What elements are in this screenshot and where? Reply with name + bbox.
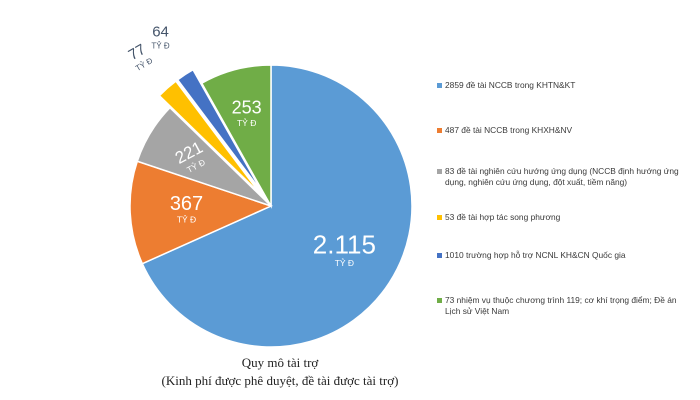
data-label-unit-5: TỶ Đ [237, 117, 256, 128]
pie-slice-5 [200, 64, 272, 209]
data-label-value-3: 77 [126, 41, 149, 64]
data-label-value-1: 367 [170, 193, 203, 215]
pie-slice-4 [176, 68, 263, 194]
legend-label: 1010 trường hợp hỗ trợ NCNL KH&CN Quốc g… [445, 250, 626, 260]
legend-swatch [437, 253, 442, 258]
legend-label: 73 nhiệm vụ thuộc chương trình 119; cơ k… [445, 295, 677, 316]
legend-label: 487 đề tài NCCB trong KHXH&NV [445, 125, 573, 135]
chart-legend: 2859 đề tài NCCB trong KHTN&KT 487 đề tài… [437, 0, 687, 400]
pie-slice-1 [129, 160, 274, 265]
data-label-unit-4: TỶ Đ [151, 42, 169, 51]
legend-item: 73 nhiệm vụ thuộc chương trình 119; cơ k… [437, 295, 687, 317]
data-label-value-0: 2.115 [313, 230, 376, 260]
legend-swatch [437, 215, 442, 220]
legend-item: 1010 trường hợp hỗ trợ NCNL KH&CN Quốc g… [437, 250, 687, 261]
pie-slice-2 [136, 106, 272, 207]
legend-swatch [437, 298, 442, 303]
data-label-unit-1: TỶ Đ [177, 214, 196, 225]
legend-swatch [437, 169, 442, 174]
legend-item: 487 đề tài NCCB trong KHXH&NV [437, 125, 687, 136]
legend-swatch [437, 83, 442, 88]
legend-item: 2859 đề tài NCCB trong KHTN&KT [437, 80, 687, 91]
legend-label: 83 đề tài nghiên cứu hướng ứng dụng (NCC… [445, 166, 679, 187]
data-label-unit-0: TỶ Đ [335, 257, 354, 268]
data-label-value-4: 64 [152, 24, 169, 41]
legend-item: 53 đề tài hợp tác song phương [437, 212, 687, 223]
legend-label: 2859 đề tài NCCB trong KHTN&KT [445, 80, 576, 90]
chart-title: Quy mô tài trợ [241, 355, 319, 370]
chart-subtitle: (Kinh phí được phê duyệt, đề tài được tà… [161, 373, 399, 388]
data-label-value-5: 253 [232, 97, 262, 117]
legend-swatch [437, 128, 442, 133]
legend-label: 53 đề tài hợp tác song phương [445, 212, 561, 222]
pie-slice-0 [141, 64, 413, 348]
legend-item: 83 đề tài nghiên cứu hướng ứng dụng (NCC… [437, 166, 687, 188]
pie-slice-3 [158, 80, 262, 195]
